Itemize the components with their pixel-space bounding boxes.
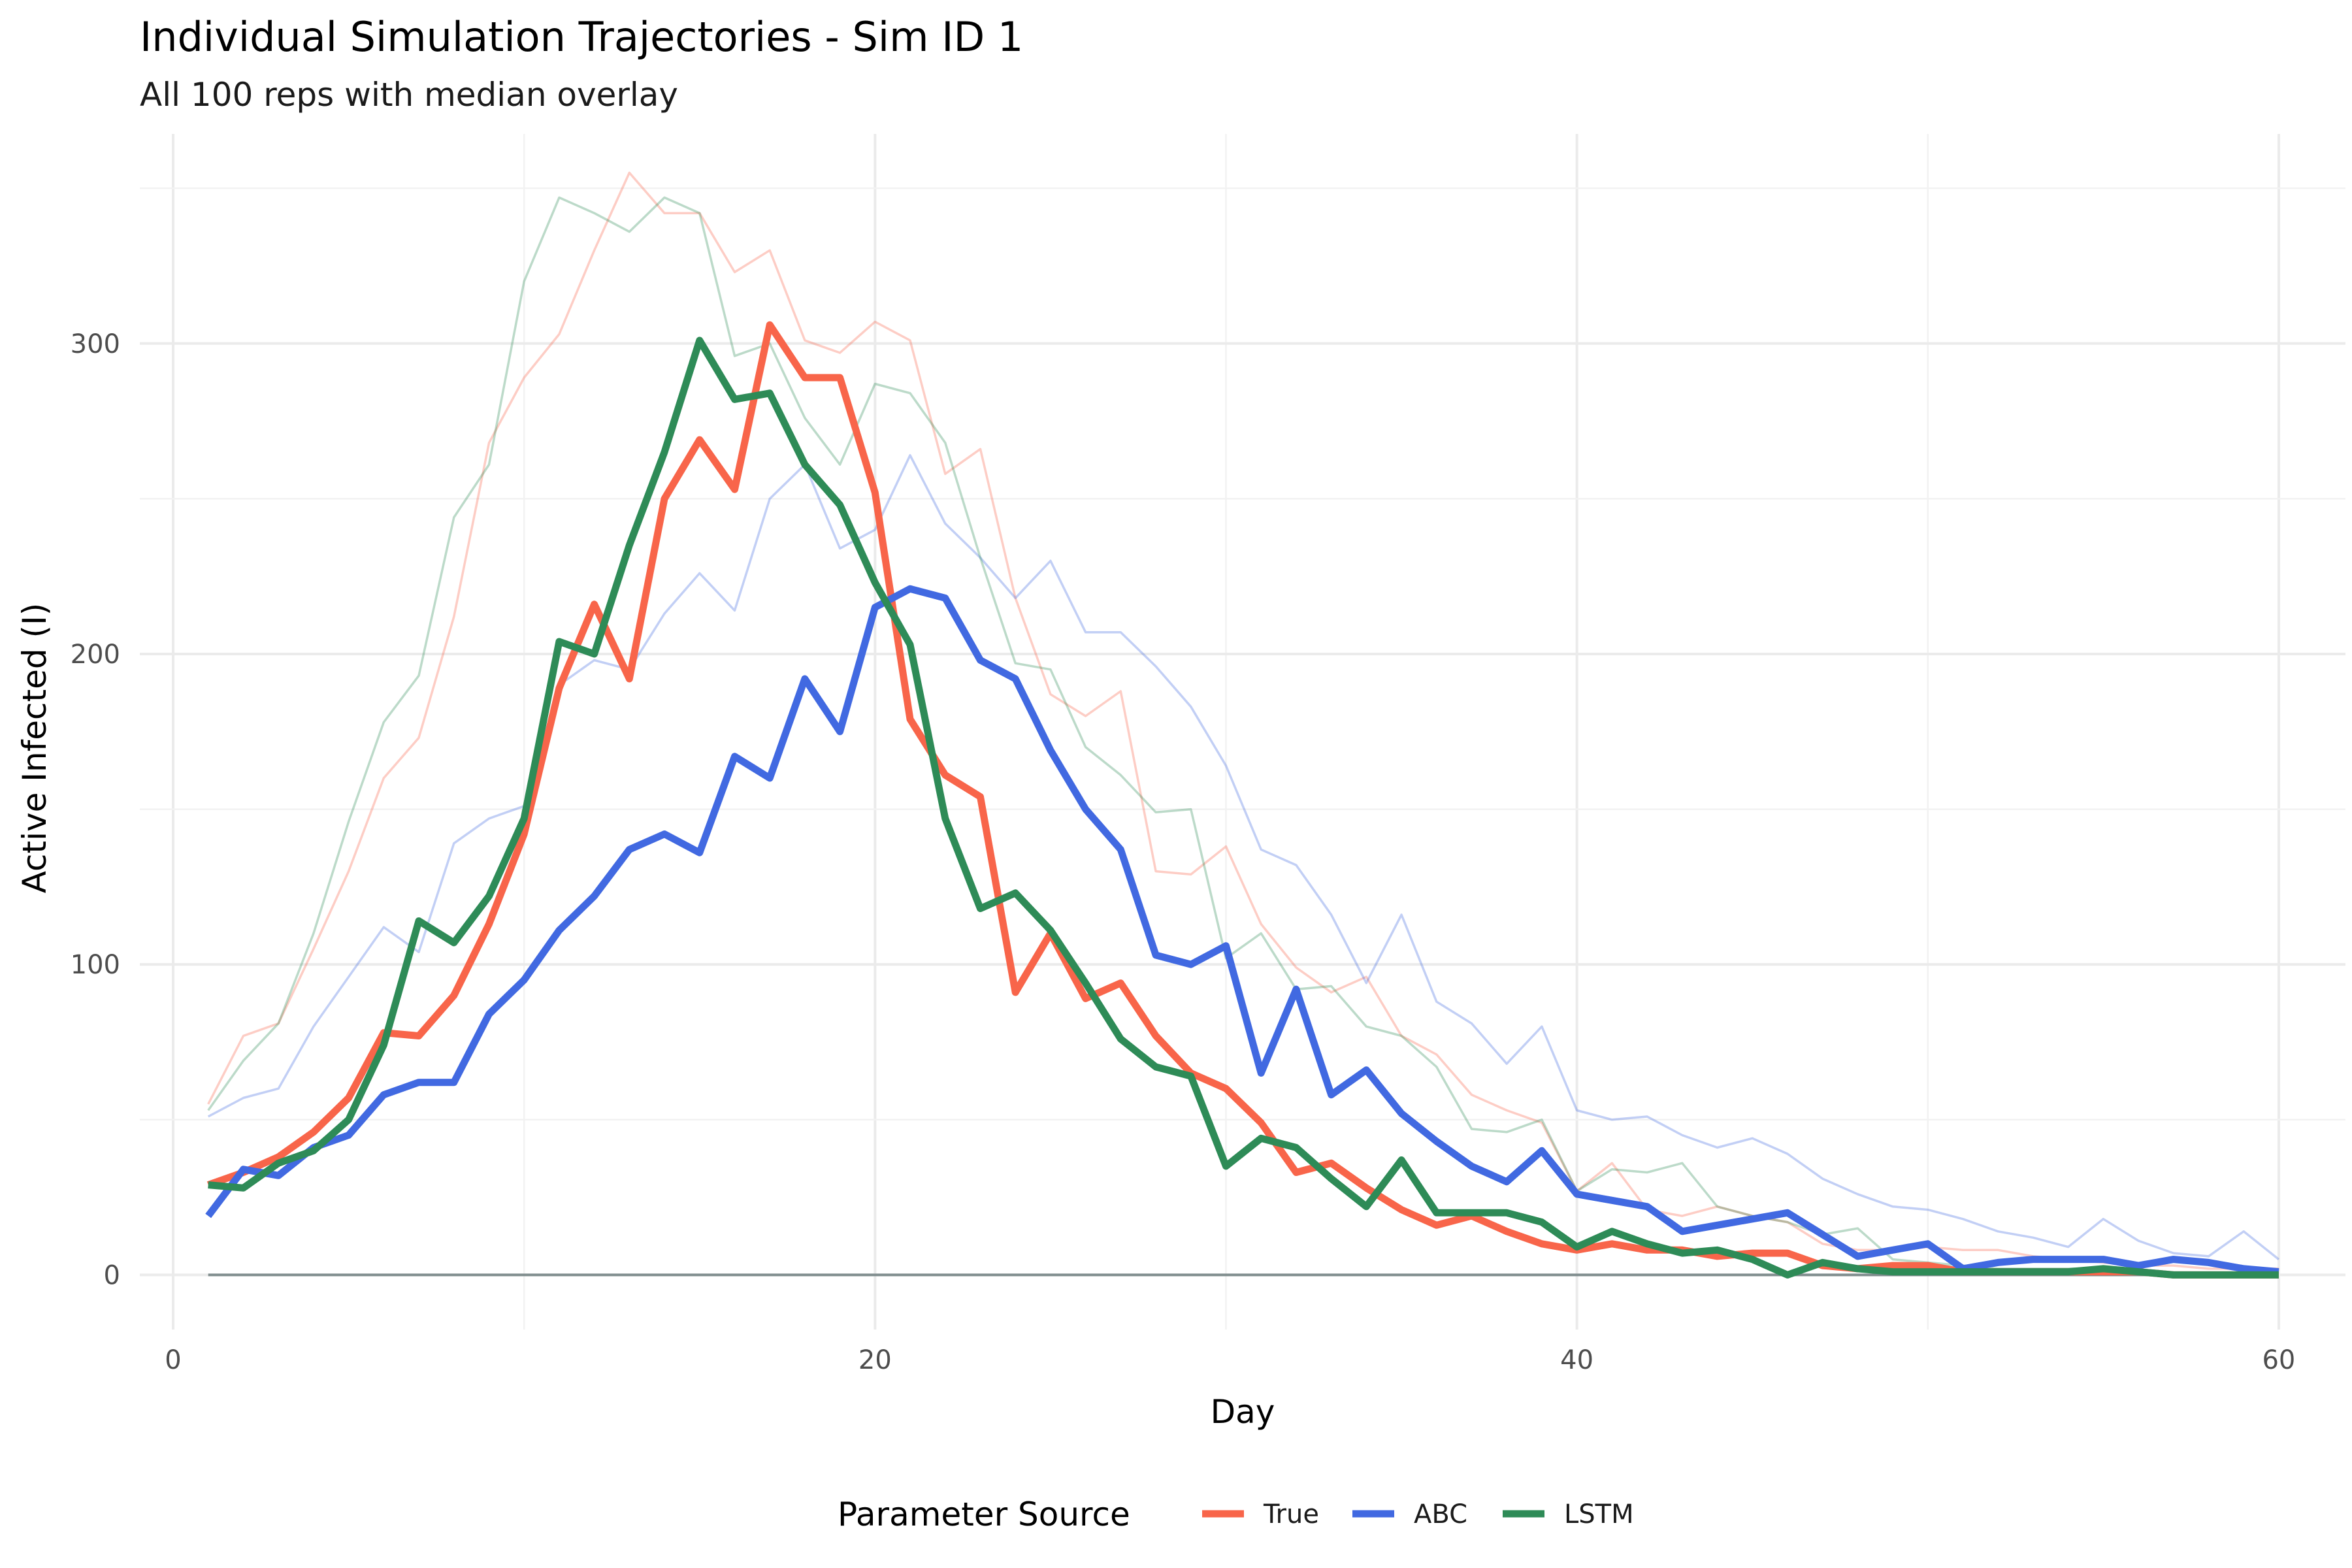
tick-labels: 0 20 40 60 0 100 200 300 — [71, 329, 2296, 1375]
x-axis-title: Day — [1211, 1393, 1275, 1431]
y-tick-label: 300 — [71, 329, 120, 359]
legend-title: Parameter Source — [838, 1495, 1130, 1533]
legend-label-abc: ABC — [1414, 1499, 1467, 1529]
y-tick-label: 200 — [71, 640, 120, 670]
true-median-line — [206, 321, 2279, 1279]
y-tick-label: 0 — [104, 1260, 120, 1290]
y-tick-label: 100 — [71, 950, 120, 980]
x-tick-label: 40 — [1560, 1345, 1593, 1375]
chart-subtitle: All 100 reps with median overlay — [140, 76, 678, 114]
x-tick-label: 20 — [858, 1345, 892, 1375]
series-lines — [205, 171, 2279, 1279]
x-tick-label: 0 — [165, 1345, 181, 1375]
abc-median-line — [205, 585, 2279, 1276]
gridlines — [140, 134, 2345, 1330]
lstm-median-line — [208, 336, 2279, 1279]
legend-label-lstm: LSTM — [1564, 1499, 1634, 1529]
legend: Parameter Source True ABC LSTM — [838, 1495, 1634, 1533]
legend-label-true: True — [1263, 1499, 1319, 1529]
x-tick-label: 60 — [2262, 1345, 2295, 1375]
y-axis-title: Active Infected (I) — [16, 603, 54, 894]
chart-title: Individual Simulation Trajectories - Sim… — [140, 13, 1023, 61]
